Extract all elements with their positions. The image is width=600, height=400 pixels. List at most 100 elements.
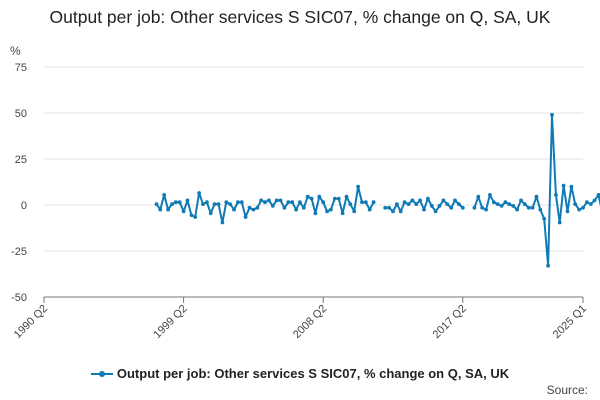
data-point (534, 194, 539, 199)
data-point (313, 211, 318, 216)
chart-title: Output per job: Other services S SIC07, … (49, 7, 551, 27)
x-tick-label: 2008 Q2 (291, 303, 329, 341)
data-point (154, 202, 159, 207)
y-tick-label: 50 (15, 108, 27, 120)
y-tick-label: -25 (11, 246, 27, 258)
data-point (406, 202, 411, 207)
data-point (278, 198, 283, 203)
data-point (588, 202, 593, 207)
y-tick-label: 0 (21, 200, 27, 212)
x-tick-label: 1999 Q2 (151, 303, 189, 341)
data-point (495, 202, 500, 207)
data-point (201, 202, 205, 207)
y-tick-label: 25 (15, 154, 27, 166)
axes: -50 -25 0 25 50 75% 1990 Q2 1999 Q2 2008 Q2 2017 … (10, 44, 589, 341)
data-point (220, 220, 225, 225)
data-point (585, 200, 589, 205)
data-point (402, 200, 407, 205)
data-point (511, 204, 516, 208)
data-point (177, 200, 182, 205)
data-point (158, 207, 163, 212)
data-point (363, 200, 368, 205)
data-point (329, 207, 333, 212)
y-tick-label: 75 (15, 62, 27, 74)
data-point (429, 204, 434, 208)
data-point (352, 209, 357, 214)
data-point (255, 205, 260, 210)
data-point (251, 207, 256, 212)
y-tick-label: -50 (11, 292, 27, 304)
data-point (561, 183, 566, 188)
data-point (367, 207, 372, 212)
data-point (550, 112, 554, 117)
data-point (414, 202, 419, 207)
data-point (503, 200, 508, 205)
data-point (546, 263, 550, 268)
data-point (557, 220, 562, 225)
data-point (317, 194, 322, 199)
data-point (484, 207, 488, 212)
data-point (340, 211, 345, 216)
data-point (410, 198, 415, 203)
data-point (224, 200, 229, 205)
data-point (290, 200, 295, 205)
data-point (445, 202, 450, 207)
data-point (298, 200, 302, 205)
data-point (305, 194, 310, 199)
data-point (476, 194, 481, 199)
data-point (294, 207, 298, 212)
data-point (259, 198, 264, 203)
data-point (325, 209, 329, 214)
data-point (449, 205, 454, 210)
data-point (542, 216, 547, 221)
data-point (193, 215, 198, 219)
data-point (569, 184, 574, 189)
data-point (360, 200, 364, 205)
legend-label: Output per job: Other services S SIC07, … (116, 366, 510, 381)
data-point (472, 205, 477, 210)
data-point (391, 209, 395, 214)
series-segment (473, 113, 600, 267)
data-point (460, 205, 465, 210)
data-point (208, 211, 213, 216)
data-point (232, 207, 236, 212)
data-point (243, 215, 248, 219)
x-tick-label: 1990 Q2 (12, 303, 50, 341)
data-point (437, 204, 442, 208)
data-point (356, 184, 360, 189)
data-point (332, 196, 337, 201)
x-tick-label: 2017 Q2 (431, 303, 469, 341)
data-point (173, 200, 178, 205)
legend[interactable]: Output per job: Other services S SIC07, … (0, 366, 600, 381)
data-point (205, 200, 209, 205)
data-point (433, 209, 438, 214)
data-point (581, 205, 585, 210)
data-point (166, 207, 171, 212)
data-point (197, 191, 202, 195)
data-point (457, 202, 461, 207)
data-point (189, 213, 194, 218)
data-point (387, 205, 391, 210)
data-point (515, 207, 519, 212)
data-point (441, 198, 446, 203)
data-point (321, 200, 326, 205)
data-point (371, 200, 376, 205)
series-line (154, 112, 600, 268)
data-point (236, 200, 240, 205)
data-point (422, 207, 426, 212)
data-point (395, 202, 399, 207)
data-point (170, 202, 174, 207)
data-point (274, 198, 279, 203)
source-label: Source: (546, 383, 588, 397)
data-point (383, 205, 388, 210)
data-point (228, 202, 233, 207)
data-point (507, 202, 512, 207)
data-point (309, 196, 314, 201)
data-point (453, 198, 457, 203)
data-point (577, 207, 581, 212)
data-point (286, 200, 291, 205)
data-point (267, 198, 271, 203)
data-point (348, 202, 353, 207)
data-point (488, 193, 492, 197)
